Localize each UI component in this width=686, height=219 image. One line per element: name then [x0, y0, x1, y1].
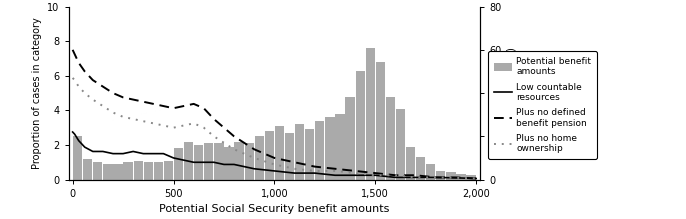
Bar	[265, 131, 274, 180]
Bar	[466, 175, 476, 180]
Bar	[436, 171, 445, 180]
Bar	[396, 109, 405, 180]
X-axis label: Potential Social Security benefit amounts: Potential Social Security benefit amount…	[159, 204, 390, 214]
Bar	[285, 133, 294, 180]
Bar	[214, 143, 224, 180]
Bar	[346, 97, 355, 180]
Bar	[224, 147, 234, 180]
Bar	[73, 136, 82, 180]
Bar	[355, 71, 365, 180]
Bar	[305, 129, 314, 180]
Bar	[113, 164, 123, 180]
Bar	[123, 162, 133, 180]
Bar	[406, 147, 415, 180]
Bar	[426, 164, 436, 180]
Bar	[164, 161, 173, 180]
Legend: Potential benefit
amounts, Low countable
resources, Plus no defined
benefit pens: Potential benefit amounts, Low countable…	[488, 51, 597, 159]
Bar	[104, 164, 113, 180]
Y-axis label: Proportion of cases in category: Proportion of cases in category	[32, 17, 42, 169]
Bar	[325, 117, 335, 180]
Bar	[295, 124, 305, 180]
Bar	[174, 148, 183, 180]
Bar	[204, 143, 213, 180]
Bar	[83, 159, 93, 180]
Bar	[315, 121, 324, 180]
Bar	[366, 48, 375, 180]
Bar	[255, 136, 264, 180]
Bar	[447, 172, 456, 180]
Bar	[416, 157, 425, 180]
Bar	[194, 145, 203, 180]
Bar	[275, 126, 284, 180]
Bar	[154, 162, 163, 180]
Y-axis label: Rate of receipt (%): Rate of receipt (%)	[507, 47, 517, 139]
Bar	[335, 114, 344, 180]
Bar	[244, 143, 254, 180]
Bar	[184, 141, 193, 180]
Bar	[235, 141, 244, 180]
Bar	[143, 162, 153, 180]
Bar	[93, 162, 102, 180]
Bar	[376, 62, 385, 180]
Bar	[456, 173, 466, 180]
Bar	[386, 97, 395, 180]
Bar	[134, 161, 143, 180]
